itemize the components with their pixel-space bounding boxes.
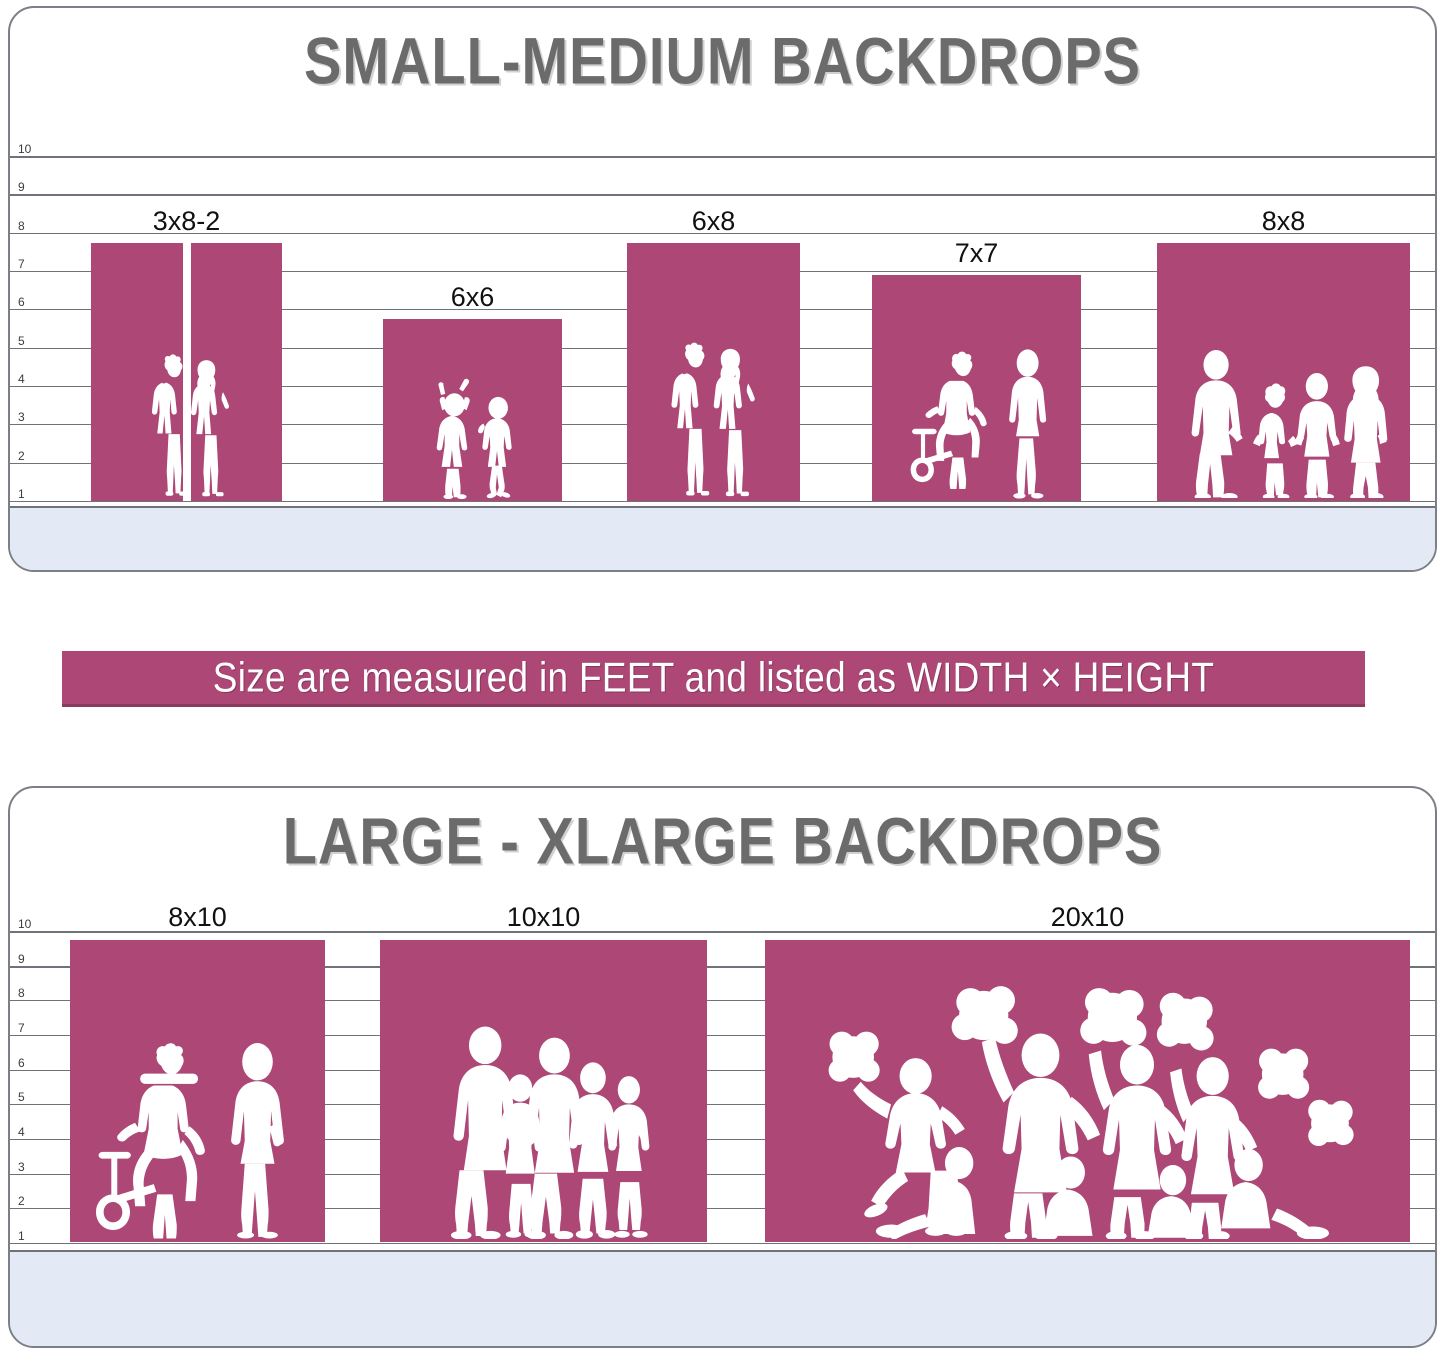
gridline-9 [10,194,1435,197]
axis-tick-7: 7 [18,1021,25,1035]
axis-tick-4: 4 [18,1125,25,1139]
bar-label-6x6: 6x6 [450,282,495,312]
axis-tick-2: 2 [18,1194,25,1209]
bar-6x8[interactable] [627,243,800,501]
bar-10x10[interactable] [380,940,707,1242]
axis-tick-1: 1 [18,487,25,501]
bar-20x10[interactable] [765,940,1410,1242]
bar-8x10[interactable] [70,940,325,1242]
measurement-note-text: Size are measured in FEET and listed as … [212,653,1215,700]
gridline-2 [10,1208,1435,1210]
chart-small-medium: 10 9 8 7 6 5 4 3 2 1 [10,143,1435,570]
bar-label-7x7: 7x7 [954,238,999,268]
gridline-10 [10,931,1435,933]
gridline-10 [10,156,1435,158]
bar-8x8[interactable] [1157,243,1410,501]
bar-label-6x8: 6x8 [691,206,736,236]
silhouette-two-girls-b [651,300,779,499]
axis-tick-9: 9 [18,180,25,195]
bar-label-10x10: 10x10 [506,902,581,932]
axis-tick-1: 1 [18,1229,25,1243]
silhouette-two-kids [413,359,535,500]
gridline-7 [10,1035,1435,1036]
gridline-8 [10,232,1435,234]
silhouette-cheer-squad [804,973,1372,1239]
bar-label-20x10: 20x10 [1050,902,1125,932]
axis-tick-5: 5 [18,1090,25,1105]
axis-tick-2: 2 [18,448,25,463]
axis-tick-5: 5 [18,333,25,348]
axis-tick-7: 7 [18,257,25,271]
bar-3x8-2[interactable] [91,243,282,501]
axis-tick-3: 3 [18,410,25,425]
floor-strip-small [10,506,1435,570]
bar-6x6[interactable] [383,319,562,501]
bar-panel-divider [183,243,191,501]
panel-title-large-xlarge: LARGE - XLARGE BACKDROPS [282,803,1163,878]
bar-label-3x8-2: 3x8-2 [152,206,221,236]
axis-tick-3: 3 [18,1159,25,1174]
axis-tick-9: 9 [18,951,25,966]
bar-7x7[interactable] [872,275,1081,501]
gridline-5 [10,1104,1435,1106]
floor-strip-large [10,1250,1435,1346]
panel-title-small-medium: SMALL-MEDIUM BACKDROPS [303,23,1142,98]
gridline-4 [10,1139,1435,1140]
gridline-8 [10,1000,1435,1002]
axis-tick-6: 6 [18,1055,25,1070]
panel-small-medium-backdrops: SMALL-MEDIUM BACKDROPS 10 9 8 7 6 5 4 3 2 1 [8,6,1437,572]
silhouette-group-five [439,994,661,1239]
gridline-3 [10,1173,1435,1175]
bar-label-8x8: 8x8 [1261,206,1306,236]
axis-tick-4: 4 [18,372,25,386]
silhouette-couple-bike [95,1006,300,1239]
axis-tick-10: 10 [18,917,32,931]
axis-tick-8: 8 [18,218,25,233]
axis-tick-8: 8 [18,986,25,1001]
silhouette-family-four [1182,315,1389,499]
gridline-6 [10,1069,1435,1071]
chart-large-xlarge: 10 9 8 7 6 5 4 3 2 1 [10,902,1435,1251]
gridline-1 [10,1243,1435,1244]
axis-tick-10: 10 [18,142,32,156]
gridline-1 [10,501,1435,502]
panel-large-xlarge-backdrops: LARGE - XLARGE BACKDROPS 10 9 8 7 6 5 4 3 2 1 [8,786,1437,1348]
measurement-note-banner: Size are measured in FEET and listed as … [62,651,1365,707]
silhouette-two-girls-a [133,300,251,499]
axis-tick-6: 6 [18,295,25,310]
gridline-9 [10,965,1435,968]
silhouette-girl-bike-man [910,320,1060,499]
bar-label-8x10: 8x10 [168,902,227,932]
